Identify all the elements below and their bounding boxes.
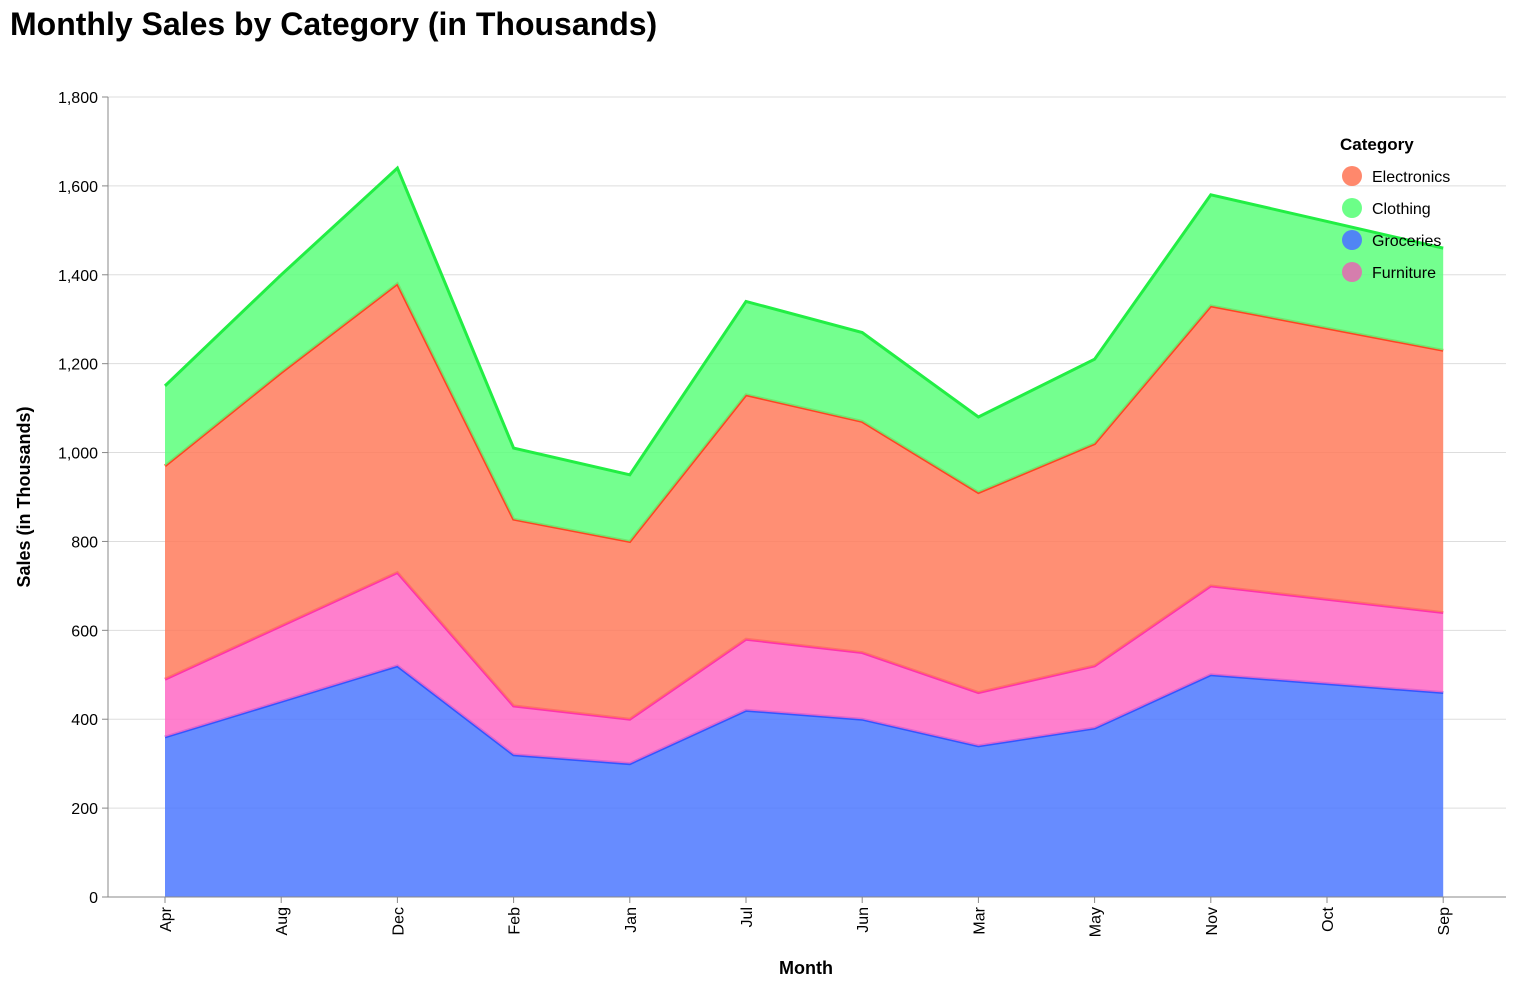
chart-title: Monthly Sales by Category (in Thousands) [10, 6, 658, 42]
furniture-area [165, 572, 1444, 764]
x-tick-label: May [1088, 907, 1105, 937]
x-tick-label: Feb [507, 907, 524, 935]
clothing-area [165, 168, 1444, 542]
y-tick-label: 1,400 [58, 268, 98, 285]
x-tick-label: Nov [1204, 907, 1221, 935]
legend: Category Electronics Clothing Groceries Fur… [1340, 135, 1450, 282]
x-tick-label: Jul [739, 907, 756, 927]
x-tick-label: Apr [158, 906, 175, 932]
x-tick-label: Aug [274, 907, 291, 935]
legend-title: Category [1340, 135, 1414, 154]
x-axis-title: Month [779, 958, 833, 978]
legend-swatch [1342, 166, 1362, 186]
legend-swatch [1342, 230, 1362, 250]
y-tick-label: 1,000 [58, 446, 98, 463]
x-tick-label: Oct [1320, 906, 1337, 931]
electronics-area [165, 283, 1444, 720]
area-series [163, 165, 1444, 897]
y-tick-label: 200 [71, 801, 98, 818]
x-tick-label: Jun [855, 907, 872, 933]
x-tick-label: Jan [623, 907, 640, 933]
y-tick-label: 1,600 [58, 179, 98, 196]
y-axis-title: Sales (in Thousands) [14, 406, 34, 587]
legend-label: Electronics [1372, 169, 1450, 186]
y-tick-label: 1,800 [58, 90, 98, 107]
legend-swatch [1342, 198, 1362, 218]
x-tick-label: Dec [390, 907, 407, 935]
y-tick-label: 600 [71, 623, 98, 640]
groceries-area [165, 665, 1444, 897]
legend-label: Furniture [1372, 265, 1436, 282]
clothing-line [163, 165, 1444, 477]
y-tick-label: 800 [71, 534, 98, 551]
legend-swatch [1342, 262, 1362, 282]
y-tick-label: 400 [71, 712, 98, 729]
legend-label: Groceries [1372, 233, 1441, 250]
furniture-line [164, 570, 1444, 721]
y-tick-label: 0 [89, 890, 98, 907]
axes: 0 200 400 600 800 1,000 1,200 1,400 1,600 1,800 Ap… [58, 90, 1506, 937]
x-tick-label: Mar [971, 906, 988, 934]
legend-label: Clothing [1372, 201, 1431, 218]
x-tick-label: Sep [1436, 907, 1453, 936]
y-tick-label: 1,200 [58, 357, 98, 374]
